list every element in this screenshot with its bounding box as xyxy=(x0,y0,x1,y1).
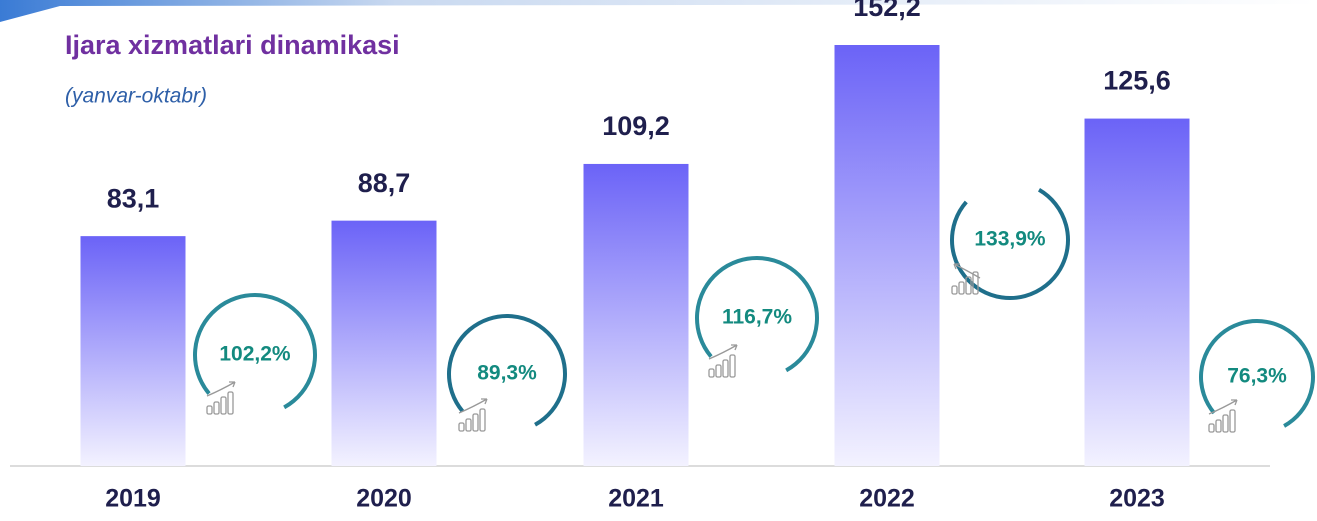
icon-arrow xyxy=(953,263,981,279)
growth-icon xyxy=(1208,399,1238,433)
icon-bar xyxy=(220,396,227,415)
icon-bar xyxy=(972,271,979,295)
bar xyxy=(80,236,186,466)
icon-bar xyxy=(951,285,958,295)
growth-ring xyxy=(192,293,317,417)
icon-bar xyxy=(715,364,722,378)
bar xyxy=(1084,118,1190,466)
bar xyxy=(834,45,940,466)
icon-bar xyxy=(227,391,234,415)
chart-subtitle: (yanvar-oktabr) xyxy=(65,85,207,108)
icon-bar xyxy=(708,368,715,378)
growth-label: 116,7% xyxy=(722,306,792,329)
value-label: 152,2 xyxy=(853,0,921,22)
growth-label: 102,2% xyxy=(219,343,291,366)
icon-bar xyxy=(458,422,465,432)
x-tick-label: 2020 xyxy=(356,485,412,513)
x-tick-label: 2023 xyxy=(1109,485,1165,513)
growth-label: 133,9% xyxy=(974,228,1046,251)
chart-title: Ijara xizmatlari dinamikasi xyxy=(65,30,400,60)
icon-bar xyxy=(465,418,472,432)
x-tick-label: 2021 xyxy=(608,485,664,513)
icon-arrow xyxy=(458,398,488,414)
icon-bar xyxy=(472,413,479,432)
x-tick-label: 2022 xyxy=(859,485,915,513)
icon-arrow xyxy=(206,381,236,397)
icon-arrow xyxy=(1208,399,1238,415)
corner-decoration xyxy=(0,0,1317,22)
growth-label: 89,3% xyxy=(477,362,537,385)
icon-bar xyxy=(1208,423,1215,433)
icon-bar xyxy=(1215,419,1222,433)
value-label: 83,1 xyxy=(107,183,160,213)
growth-ring xyxy=(950,180,1070,300)
icon-bar xyxy=(729,354,736,378)
icon-bar xyxy=(206,405,213,415)
icon-bar xyxy=(722,359,729,378)
growth-label: 76,3% xyxy=(1227,365,1287,388)
icon-bar xyxy=(1222,414,1229,433)
x-tick-label: 2019 xyxy=(105,485,161,513)
value-label: 88,7 xyxy=(358,168,411,198)
growth-icon xyxy=(206,381,236,415)
icon-bar xyxy=(213,401,220,415)
icon-bar xyxy=(479,408,486,432)
icon-bar xyxy=(965,276,972,295)
growth-icon xyxy=(708,344,738,378)
growth-icon xyxy=(951,263,981,295)
value-label: 109,2 xyxy=(602,111,670,141)
icon-bar xyxy=(958,281,965,295)
growth-icon xyxy=(458,398,488,432)
bar xyxy=(331,220,437,466)
bar xyxy=(583,163,689,466)
value-label: 125,6 xyxy=(1103,66,1171,96)
icon-arrow xyxy=(708,344,738,360)
icon-bar xyxy=(1229,409,1236,433)
